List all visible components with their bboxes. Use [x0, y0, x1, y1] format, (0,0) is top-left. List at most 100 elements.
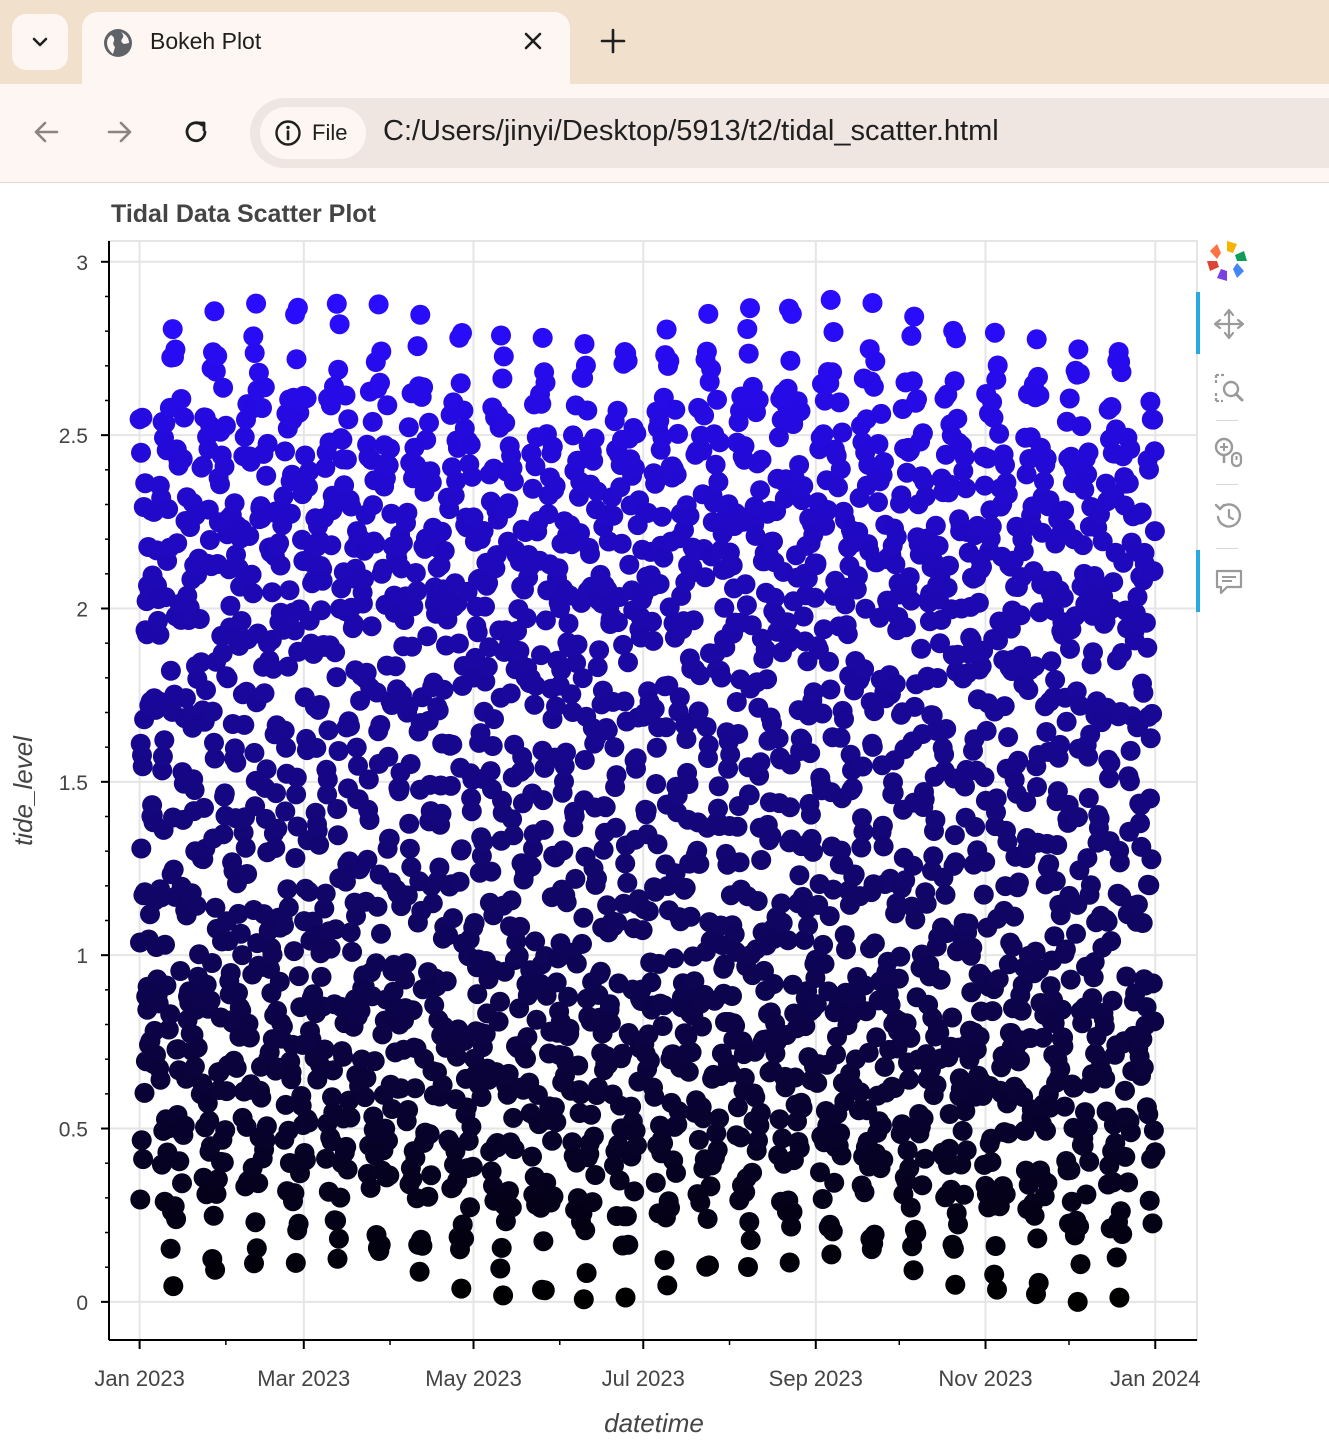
- data-point: [652, 506, 672, 527]
- data-point: [836, 939, 856, 960]
- data-point: [256, 465, 277, 486]
- data-point: [570, 523, 590, 544]
- data-point: [726, 692, 747, 712]
- data-point: [204, 301, 225, 322]
- back-button[interactable]: [26, 112, 66, 152]
- data-point: [235, 837, 256, 858]
- data-point: [886, 893, 907, 914]
- data-point: [1105, 1133, 1126, 1154]
- data-point: [254, 377, 275, 398]
- data-point: [962, 937, 983, 958]
- reload-button[interactable]: [176, 112, 216, 152]
- data-point: [286, 767, 307, 788]
- data-point: [1052, 999, 1072, 1020]
- data-point: [163, 859, 184, 880]
- data-point: [1110, 1201, 1131, 1222]
- data-point: [533, 819, 554, 840]
- data-point: [460, 1197, 480, 1218]
- data-point: [360, 1177, 381, 1198]
- data-point: [213, 1152, 234, 1173]
- data-point: [987, 355, 1008, 376]
- data-point: [548, 558, 569, 579]
- forward-button[interactable]: [100, 112, 140, 152]
- data-point: [915, 1148, 935, 1169]
- data-point: [914, 471, 935, 492]
- data-point: [626, 748, 647, 769]
- back-arrow-icon: [34, 121, 59, 143]
- data-point: [165, 339, 186, 360]
- data-point: [490, 991, 510, 1012]
- data-point: [982, 392, 1003, 413]
- data-point: [311, 966, 332, 987]
- data-point: [278, 656, 299, 677]
- data-point: [928, 535, 949, 556]
- data-point: [830, 1123, 851, 1144]
- data-point: [336, 1136, 357, 1157]
- data-point: [1141, 849, 1162, 870]
- close-tab-button[interactable]: [518, 26, 548, 56]
- data-point: [1060, 969, 1081, 990]
- data-point: [614, 691, 635, 712]
- box-zoom-tool[interactable]: [1209, 368, 1249, 408]
- data-point: [220, 595, 241, 616]
- data-point: [1095, 1068, 1116, 1089]
- x-axis-label: datetime: [604, 1408, 704, 1438]
- data-point: [699, 1255, 719, 1276]
- data-point: [553, 840, 574, 861]
- site-info-chip[interactable]: File: [260, 107, 366, 159]
- data-point: [873, 1149, 894, 1170]
- data-point: [714, 597, 735, 618]
- address-bar[interactable]: File C:/Users/jinyi/Desktop/5913/t2/tida…: [250, 98, 1329, 168]
- data-point: [974, 767, 995, 788]
- data-point: [1070, 695, 1091, 716]
- data-point: [160, 1238, 181, 1259]
- data-point: [432, 1075, 453, 1095]
- data-point: [133, 1149, 154, 1170]
- data-point: [213, 824, 234, 845]
- data-point: [326, 1210, 347, 1231]
- data-point: [521, 856, 542, 877]
- reload-icon: [185, 121, 207, 143]
- active-tab[interactable]: Bokeh Plot: [82, 12, 570, 84]
- hover-tool[interactable]: [1209, 562, 1249, 602]
- data-point: [681, 1042, 702, 1063]
- data-point: [1089, 808, 1110, 829]
- data-point: [828, 477, 848, 498]
- data-point: [491, 325, 511, 346]
- data-point: [585, 1165, 606, 1185]
- data-point: [925, 810, 946, 830]
- data-point: [1130, 813, 1150, 834]
- data-point: [798, 915, 819, 936]
- data-point: [890, 946, 911, 967]
- data-point: [204, 748, 225, 769]
- bokeh-logo-icon[interactable]: [1203, 237, 1251, 285]
- data-point: [864, 933, 885, 954]
- data-point: [690, 1192, 711, 1213]
- data-point: [189, 609, 210, 629]
- new-tab-button[interactable]: [596, 24, 630, 58]
- data-point: [256, 1116, 277, 1137]
- data-point: [656, 717, 677, 738]
- data-point: [531, 645, 551, 666]
- toolbar-divider: [1216, 548, 1238, 549]
- pan-tool[interactable]: [1209, 304, 1249, 344]
- data-point: [977, 448, 998, 469]
- data-point: [364, 1051, 385, 1072]
- data-point: [312, 570, 333, 591]
- data-point: [1060, 638, 1080, 659]
- data-point: [326, 667, 347, 688]
- data-point: [398, 417, 419, 438]
- tab-search-button[interactable]: [12, 14, 68, 70]
- data-point: [1070, 1254, 1091, 1275]
- reset-tool[interactable]: [1209, 496, 1249, 536]
- data-point: [589, 640, 610, 661]
- data-point: [481, 861, 502, 882]
- data-point: [524, 694, 545, 715]
- url-text[interactable]: C:/Users/jinyi/Desktop/5913/t2/tidal_sca…: [383, 115, 999, 147]
- data-point: [974, 475, 995, 496]
- wheel-zoom-tool[interactable]: [1209, 432, 1249, 472]
- data-point: [158, 499, 179, 519]
- data-point: [234, 714, 255, 735]
- data-point: [543, 1186, 564, 1207]
